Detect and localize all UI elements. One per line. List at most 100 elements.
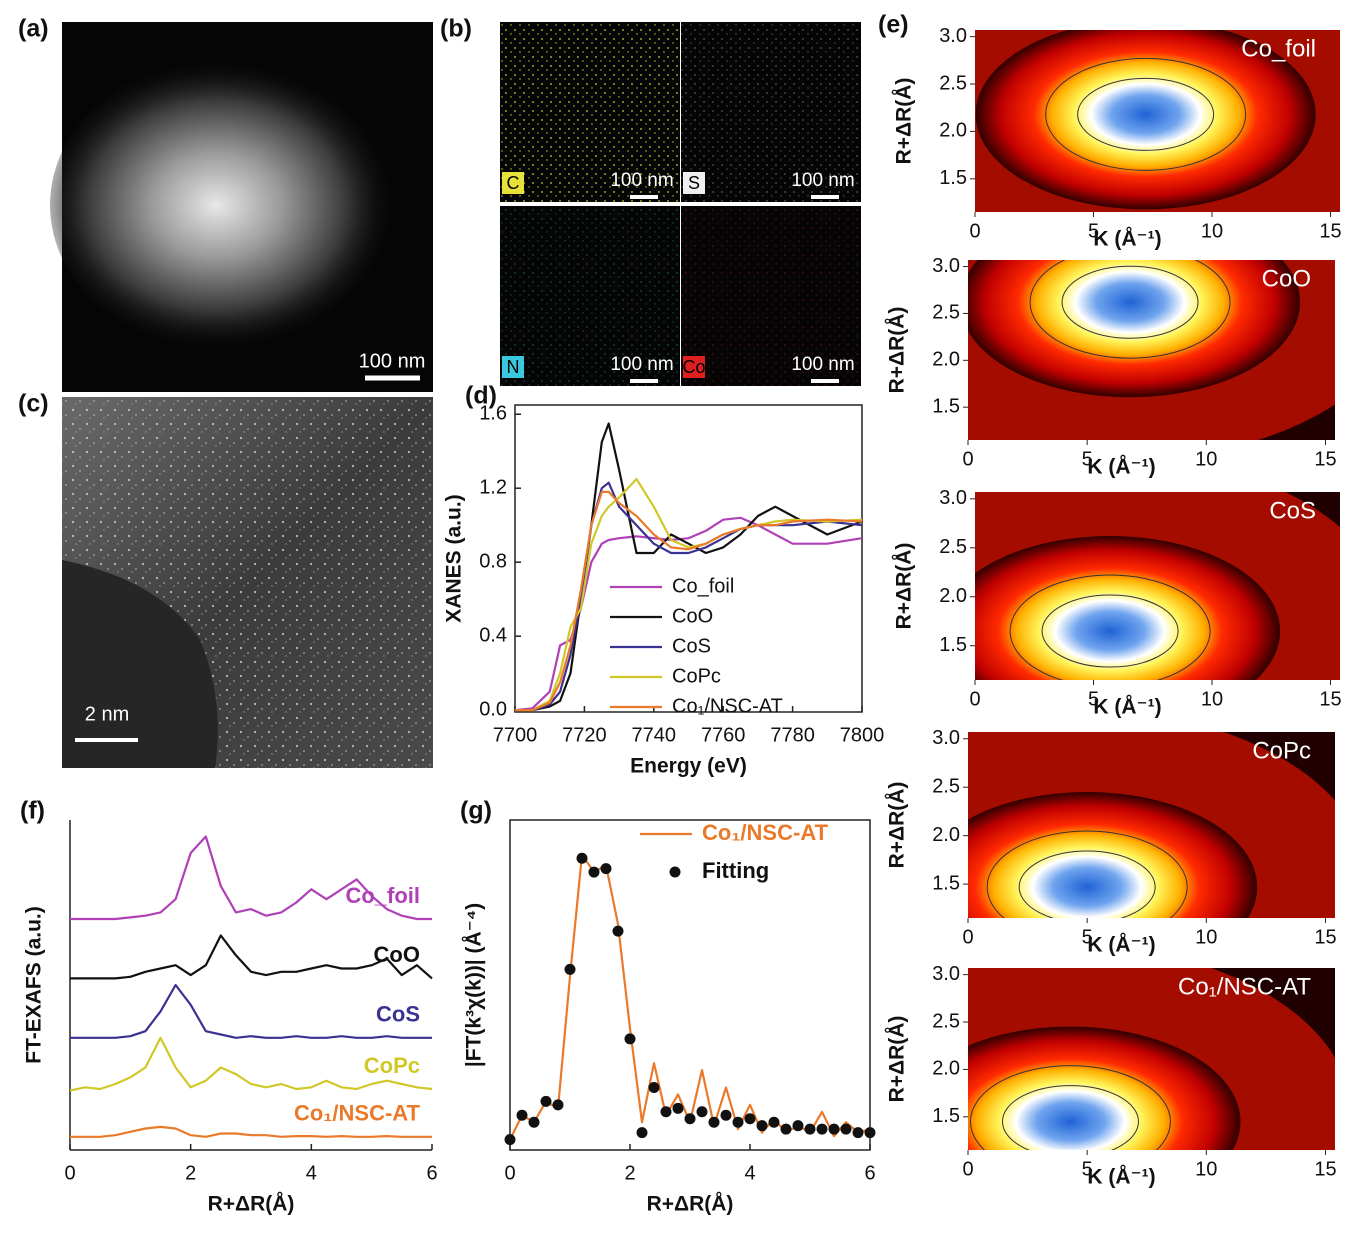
x-tick-label: 6 xyxy=(426,1162,437,1184)
legend-marker xyxy=(669,866,681,878)
scale-bar-label: 100 nm xyxy=(610,354,673,375)
y-tick-label: 2.0 xyxy=(932,1058,960,1080)
panel-label: (b) xyxy=(440,15,472,43)
x-tick-label: 4 xyxy=(306,1162,317,1184)
x-tick-label: 5 xyxy=(1088,220,1099,242)
x-tick-label: 7780 xyxy=(770,724,815,746)
nanosheet xyxy=(50,55,420,355)
element-signal xyxy=(681,206,861,386)
x-axis-label: R+ΔR(Å) xyxy=(208,1192,295,1216)
y-axis-label: |FT(k³χ(k))| (Å⁻⁴) xyxy=(462,903,486,1067)
y-tick-label: 2.5 xyxy=(932,1010,960,1032)
y-axis-label: R+ΔR(Å) xyxy=(892,78,916,165)
x-tick-label: 0 xyxy=(962,448,973,470)
panel-label: (a) xyxy=(18,15,49,43)
y-tick-label: 3.0 xyxy=(939,487,967,509)
wt-intensity xyxy=(968,260,1301,398)
y-axis-label: R+ΔR(Å) xyxy=(885,307,909,394)
contour-line xyxy=(1001,1085,1139,1150)
fit-point xyxy=(528,1116,540,1128)
scale-bar-label: 2 nm xyxy=(85,703,129,725)
element-signal xyxy=(500,22,680,202)
x-tick-label: 4 xyxy=(744,1162,755,1184)
series-line xyxy=(515,477,863,712)
wt-map xyxy=(968,732,1335,918)
y-axis-label: R+ΔR(Å) xyxy=(885,1016,909,1103)
wt-intensity xyxy=(975,536,1281,680)
series-label: CoPc xyxy=(364,1053,420,1078)
fit-point xyxy=(852,1127,864,1139)
panel-label: (f) xyxy=(20,797,45,825)
series-line xyxy=(70,835,432,921)
fit-point xyxy=(552,1099,564,1111)
fit-point xyxy=(564,963,576,975)
fit-point xyxy=(792,1120,804,1132)
x-axis-label: R+ΔR(Å) xyxy=(647,1192,734,1216)
x-tick-label: 15 xyxy=(1314,1158,1336,1180)
legend-label: CoO xyxy=(672,605,713,627)
x-tick-label: 15 xyxy=(1314,448,1336,470)
series-label: CoO xyxy=(374,942,420,967)
x-axis-label: K (Å⁻¹) xyxy=(1087,1165,1155,1189)
legend-label: Co₁/NSC-AT xyxy=(672,695,783,717)
x-tick-label: 15 xyxy=(1314,926,1336,948)
series-line xyxy=(515,490,863,712)
fit-point xyxy=(816,1123,828,1135)
y-tick-label: 3.0 xyxy=(932,727,960,749)
x-tick-label: 10 xyxy=(1201,688,1223,710)
contour-line xyxy=(1018,850,1156,918)
legend-label: Co₁/NSC-AT xyxy=(702,820,829,845)
element-label: C xyxy=(507,173,520,193)
x-tick-label: 0 xyxy=(504,1162,515,1184)
x-tick-label: 5 xyxy=(1082,448,1093,470)
y-axis-label: R+ΔR(Å) xyxy=(892,543,916,630)
contour-line xyxy=(1045,57,1247,171)
substrate-region xyxy=(62,560,218,768)
y-tick-label: 0.4 xyxy=(479,624,507,646)
panel-label: (d) xyxy=(465,382,497,410)
x-tick-label: 0 xyxy=(962,926,973,948)
fit-point xyxy=(648,1081,660,1093)
x-tick-label: 0 xyxy=(969,220,980,242)
x-tick-label: 10 xyxy=(1195,448,1217,470)
map-title: CoS xyxy=(1269,497,1316,524)
fit-point xyxy=(720,1109,732,1121)
map-title: CoPc xyxy=(1252,737,1311,764)
scale-bar-label: 100 nm xyxy=(791,354,854,375)
fit-point xyxy=(828,1123,840,1135)
y-tick-label: 2.5 xyxy=(939,536,967,558)
element-label: S xyxy=(688,173,700,193)
y-tick-label: 3.0 xyxy=(932,255,960,277)
x-axis-label: K (Å⁻¹) xyxy=(1093,695,1161,719)
fit-point xyxy=(780,1123,792,1135)
y-tick-label: 2.5 xyxy=(939,72,967,94)
contour-line xyxy=(1041,594,1179,668)
scale-bar-label: 100 nm xyxy=(791,170,854,191)
element-signal xyxy=(681,22,861,202)
legend-label: CoPc xyxy=(672,665,721,687)
fit-point xyxy=(636,1127,648,1139)
map-title: Co_foil xyxy=(1241,35,1316,62)
element-label: N xyxy=(507,357,520,377)
legend-label: Co_foil xyxy=(672,575,734,597)
y-tick-label: 2.0 xyxy=(932,824,960,846)
x-tick-label: 10 xyxy=(1201,220,1223,242)
map-title: Co₁/NSC-AT xyxy=(1178,973,1311,1000)
contour-line xyxy=(986,830,1188,918)
series-line xyxy=(509,853,871,1141)
series-line xyxy=(70,983,432,1039)
scale-bar-label: 100 nm xyxy=(610,170,673,191)
series-line xyxy=(70,1125,432,1138)
series-label: CoS xyxy=(376,1002,420,1027)
x-tick-label: 5 xyxy=(1082,1158,1093,1180)
x-axis-label: K (Å⁻¹) xyxy=(1093,227,1161,251)
y-axis-label: FT-EXAFS (a.u.) xyxy=(23,906,46,1064)
contour-line xyxy=(1061,265,1199,339)
wt-intensity xyxy=(968,1026,1241,1150)
x-axis-label: K (Å⁻¹) xyxy=(1087,933,1155,957)
contour-line xyxy=(1029,260,1231,359)
element-badge xyxy=(502,356,524,378)
y-tick-label: 0.8 xyxy=(479,550,507,572)
y-tick-label: 1.2 xyxy=(479,477,507,499)
fit-point xyxy=(504,1134,516,1146)
